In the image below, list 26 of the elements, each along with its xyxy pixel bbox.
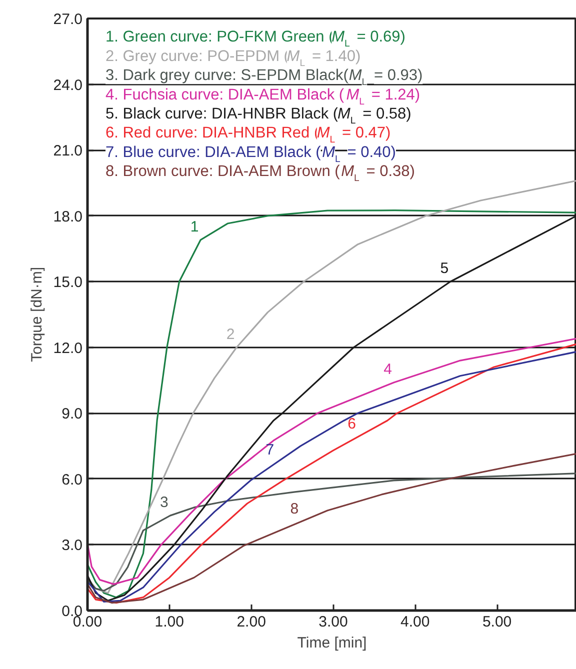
annotation: 1 bbox=[190, 218, 199, 236]
y-tick-label: 3.0 bbox=[62, 537, 83, 554]
y-tick-label: 18.0 bbox=[53, 208, 83, 226]
x-tick-label: 3.00 bbox=[318, 614, 348, 630]
y-tick-label: 15.0 bbox=[53, 274, 83, 292]
y-axis-title: Torque [dN·m] bbox=[28, 266, 46, 362]
annotation: 4 bbox=[384, 360, 392, 378]
annotation: 5 bbox=[440, 260, 449, 278]
annotation: 3 bbox=[160, 494, 168, 512]
y-tick-label: 6.0 bbox=[62, 471, 83, 488]
line-series bbox=[88, 452, 576, 604]
x-tick-label: 2.00 bbox=[236, 614, 266, 630]
y-tick-label: 9.0 bbox=[62, 406, 83, 423]
line-series bbox=[88, 472, 576, 592]
y-tick-label: 21.0 bbox=[53, 142, 83, 160]
x-tick-label: 5.00 bbox=[482, 614, 512, 630]
x-tick-label: 4.00 bbox=[400, 614, 430, 630]
y-tick-label: 24.0 bbox=[53, 76, 83, 94]
annotation: 6 bbox=[348, 415, 356, 432]
x-tick-label: 1.00 bbox=[154, 614, 184, 630]
annotation: 2 bbox=[226, 326, 235, 343]
annotation: 7 bbox=[266, 442, 274, 459]
annotation: 8 bbox=[290, 500, 299, 518]
y-tick-label: 12.0 bbox=[53, 340, 83, 357]
y-tick-label: 27.0 bbox=[53, 11, 83, 28]
x-axis-title: Time [min] bbox=[297, 634, 367, 652]
